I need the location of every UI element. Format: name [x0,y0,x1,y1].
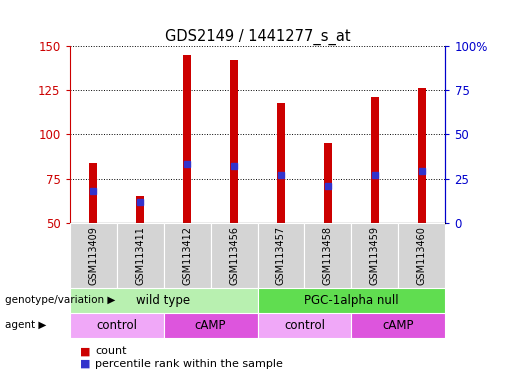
Title: GDS2149 / 1441277_s_at: GDS2149 / 1441277_s_at [165,28,350,45]
Text: GSM113460: GSM113460 [417,226,427,285]
Text: percentile rank within the sample: percentile rank within the sample [95,359,283,369]
Text: PGC-1alpha null: PGC-1alpha null [304,294,399,307]
Bar [324,143,332,223]
Bar [70,223,116,288]
Bar [230,60,238,223]
Text: cAMP: cAMP [195,319,226,332]
Bar [371,97,379,223]
Bar [183,55,191,223]
Bar [399,223,445,288]
Bar [352,313,445,338]
Text: control: control [96,319,137,332]
Bar [70,313,164,338]
Text: ■: ■ [80,346,90,356]
Bar [116,223,164,288]
Text: GSM113458: GSM113458 [323,226,333,285]
Bar [304,223,352,288]
Text: genotype/variation ▶: genotype/variation ▶ [5,295,115,306]
Text: count: count [95,346,127,356]
Bar [89,163,97,223]
Bar [136,196,144,223]
Bar [70,288,258,313]
Text: GSM113411: GSM113411 [135,226,145,285]
Bar [164,223,211,288]
Text: wild type: wild type [136,294,191,307]
Text: GSM113409: GSM113409 [88,226,98,285]
Text: GSM113456: GSM113456 [229,226,239,285]
Text: GSM113457: GSM113457 [276,226,286,285]
Bar [418,88,426,223]
Text: control: control [284,319,325,332]
Text: GSM113459: GSM113459 [370,226,380,285]
Text: cAMP: cAMP [383,319,414,332]
Bar [258,223,304,288]
Text: GSM113412: GSM113412 [182,226,192,285]
Bar [277,103,285,223]
Bar [352,223,399,288]
Bar [258,313,351,338]
Text: agent ▶: agent ▶ [5,320,46,331]
Bar [258,288,445,313]
Bar [164,313,258,338]
Text: ■: ■ [80,359,90,369]
Bar [211,223,258,288]
